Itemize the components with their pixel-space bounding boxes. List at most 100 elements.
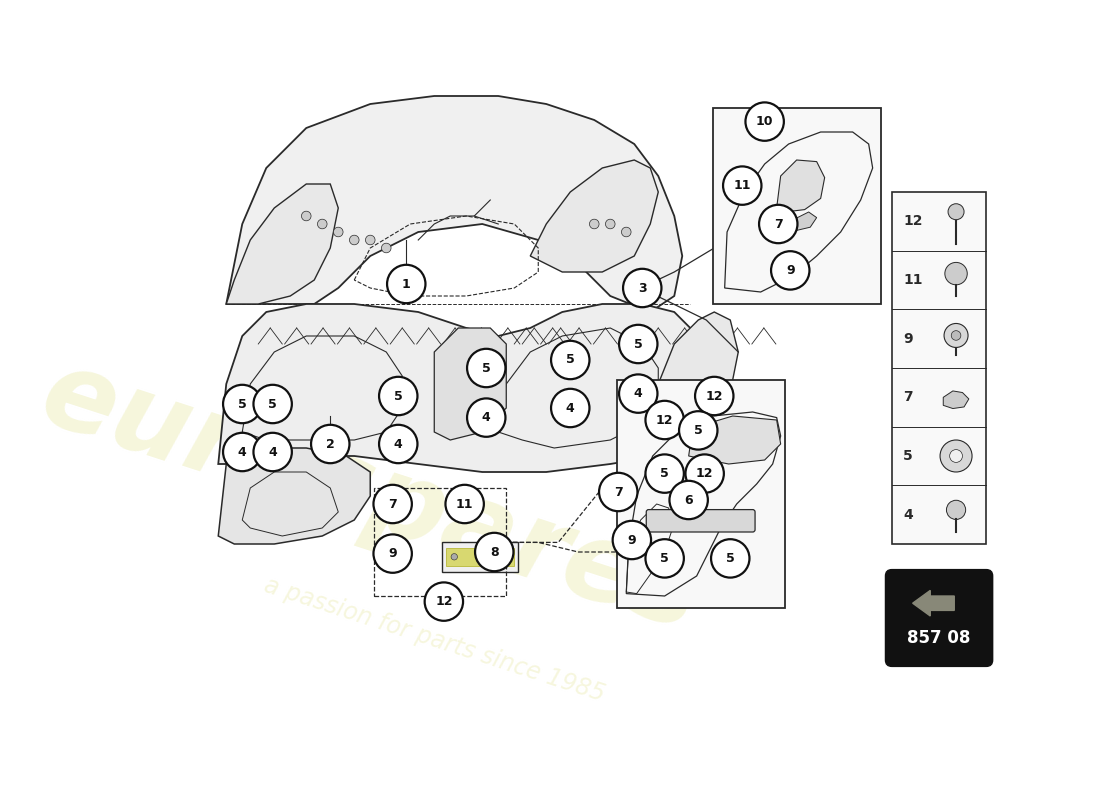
Circle shape <box>619 374 658 413</box>
Circle shape <box>613 521 651 559</box>
Circle shape <box>679 411 717 450</box>
Circle shape <box>503 554 509 560</box>
FancyBboxPatch shape <box>447 548 515 566</box>
Circle shape <box>223 433 262 471</box>
Text: 4: 4 <box>394 438 403 450</box>
Text: 5: 5 <box>238 398 246 410</box>
Text: 7: 7 <box>774 218 782 230</box>
Polygon shape <box>689 416 781 464</box>
Circle shape <box>590 219 600 229</box>
Circle shape <box>945 262 967 285</box>
Circle shape <box>253 385 292 423</box>
Circle shape <box>949 450 962 462</box>
Text: 11: 11 <box>455 498 473 510</box>
Circle shape <box>646 539 684 578</box>
Circle shape <box>318 219 327 229</box>
Circle shape <box>771 251 810 290</box>
FancyBboxPatch shape <box>647 510 755 532</box>
Text: 12: 12 <box>696 467 714 480</box>
Text: 3: 3 <box>638 282 647 294</box>
Polygon shape <box>218 304 706 472</box>
FancyBboxPatch shape <box>892 192 987 544</box>
Text: 2: 2 <box>326 438 334 450</box>
Circle shape <box>948 204 964 220</box>
Circle shape <box>551 389 590 427</box>
Circle shape <box>382 243 392 253</box>
Text: 7: 7 <box>388 498 397 510</box>
Text: a passion for parts since 1985: a passion for parts since 1985 <box>261 574 607 706</box>
Text: 4: 4 <box>238 446 246 458</box>
Circle shape <box>685 454 724 493</box>
Text: 7: 7 <box>903 390 913 404</box>
Text: 1: 1 <box>402 278 410 290</box>
Text: 5: 5 <box>903 449 913 463</box>
Polygon shape <box>793 212 816 230</box>
Circle shape <box>646 454 684 493</box>
Text: eurospares: eurospares <box>28 340 713 652</box>
Circle shape <box>379 377 418 415</box>
Text: 857 08: 857 08 <box>908 629 970 646</box>
Circle shape <box>374 534 411 573</box>
Circle shape <box>944 323 968 347</box>
Text: 4: 4 <box>634 387 642 400</box>
Circle shape <box>952 330 961 340</box>
Text: 5: 5 <box>726 552 735 565</box>
Text: 4: 4 <box>565 402 574 414</box>
Circle shape <box>350 235 359 245</box>
FancyArrow shape <box>913 590 955 616</box>
Polygon shape <box>944 391 969 409</box>
Text: 5: 5 <box>394 390 403 402</box>
Circle shape <box>480 554 485 560</box>
Text: 10: 10 <box>756 115 773 128</box>
Text: 11: 11 <box>903 273 923 287</box>
Polygon shape <box>434 328 506 440</box>
Circle shape <box>946 500 966 519</box>
Polygon shape <box>530 160 658 272</box>
Circle shape <box>695 377 734 415</box>
Circle shape <box>446 485 484 523</box>
Text: 5: 5 <box>482 362 491 374</box>
Text: 4: 4 <box>903 508 913 522</box>
Text: 5: 5 <box>694 424 703 437</box>
Text: 5: 5 <box>660 552 669 565</box>
Text: 12: 12 <box>903 214 923 228</box>
Circle shape <box>646 401 684 439</box>
Circle shape <box>711 539 749 578</box>
Text: 5: 5 <box>565 354 574 366</box>
Circle shape <box>301 211 311 221</box>
Circle shape <box>605 219 615 229</box>
Polygon shape <box>777 160 825 212</box>
Circle shape <box>253 433 292 471</box>
Text: 11: 11 <box>734 179 751 192</box>
Polygon shape <box>227 184 339 304</box>
Circle shape <box>759 205 797 243</box>
Text: 9: 9 <box>388 547 397 560</box>
Text: 9: 9 <box>903 332 913 346</box>
Circle shape <box>600 473 638 511</box>
Text: 4: 4 <box>482 411 491 424</box>
Text: 12: 12 <box>656 414 673 426</box>
FancyBboxPatch shape <box>713 108 881 304</box>
FancyBboxPatch shape <box>442 542 518 572</box>
Circle shape <box>451 554 458 560</box>
FancyBboxPatch shape <box>617 380 784 608</box>
FancyBboxPatch shape <box>886 570 992 666</box>
Text: 5: 5 <box>268 398 277 410</box>
Text: 8: 8 <box>490 546 498 558</box>
Circle shape <box>425 582 463 621</box>
Circle shape <box>311 425 350 463</box>
Text: 4: 4 <box>268 446 277 458</box>
Polygon shape <box>642 312 738 456</box>
Circle shape <box>379 425 418 463</box>
Polygon shape <box>218 448 371 544</box>
Circle shape <box>475 533 514 571</box>
Text: 6: 6 <box>684 494 693 506</box>
Circle shape <box>333 227 343 237</box>
Circle shape <box>621 227 631 237</box>
Text: 5: 5 <box>660 467 669 480</box>
Text: 9: 9 <box>627 534 636 546</box>
Circle shape <box>551 341 590 379</box>
Polygon shape <box>227 96 682 312</box>
Circle shape <box>468 398 506 437</box>
Circle shape <box>746 102 784 141</box>
